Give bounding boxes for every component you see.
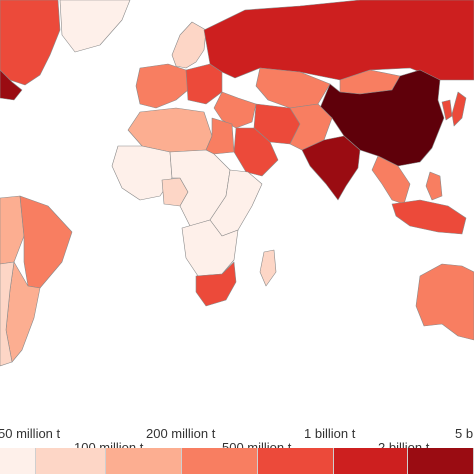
region-madagascar[interactable] [259,249,277,287]
region-india[interactable] [301,135,361,201]
region-russia[interactable] [203,0,474,81]
region-korea[interactable] [441,99,453,121]
legend-swatch [36,448,106,474]
legend-swatch [182,448,258,474]
region-philippines[interactable] [425,171,443,201]
legend-swatch [0,448,36,474]
region-japan[interactable] [451,91,467,127]
world-map [0,0,474,367]
legend-swatch [106,448,182,474]
legend-swatch [258,448,334,474]
legend-swatch [334,448,408,474]
region-scandinavia[interactable] [171,21,207,69]
region-andes[interactable] [0,195,25,265]
legend-label-5-billion: 5 b [455,426,474,441]
region-europe-west[interactable] [135,63,189,109]
legend-label-1-billion: 1 billion t [304,426,356,441]
region-middle-east[interactable] [213,91,257,129]
region-chile[interactable] [0,261,15,367]
legend-color-scale [0,448,474,474]
region-southeast-asia[interactable] [371,155,411,205]
region-south-africa[interactable] [195,261,237,307]
region-west-africa[interactable] [111,145,173,201]
region-saudi-arabia[interactable] [233,127,279,177]
legend-swatch [408,448,474,474]
region-greenland[interactable] [59,0,131,53]
legend-label-200-million: 200 million t [146,426,216,441]
region-australia[interactable] [415,263,474,341]
legend-label-50-million: 50 million t [0,426,61,441]
region-indonesia[interactable] [391,199,467,235]
region-southern-africa[interactable] [181,219,239,277]
region-usa[interactable] [0,69,23,101]
